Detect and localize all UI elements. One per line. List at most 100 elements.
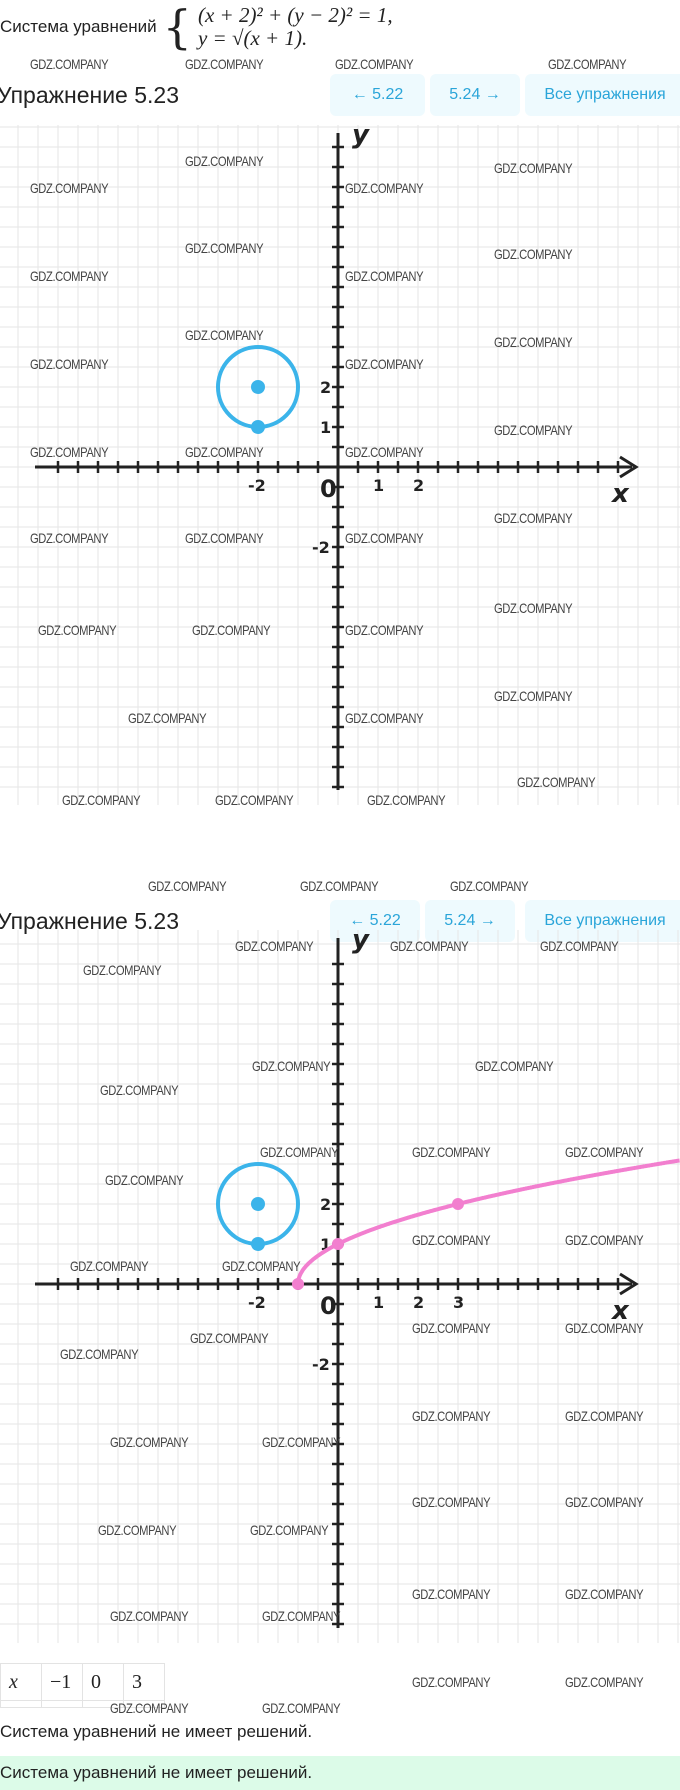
- watermark: GDZ.COMPANY: [38, 622, 117, 638]
- x-tick-label: 0: [320, 1292, 337, 1320]
- x-tick-label: 0: [320, 475, 337, 503]
- curve-point: [332, 1238, 344, 1250]
- watermark: GDZ.COMPANY: [367, 792, 446, 808]
- equation-system: (x + 2)² + (y − 2)² = 1, y = √(x + 1).: [198, 4, 393, 50]
- table-cell: [41, 1700, 83, 1708]
- watermark: GDZ.COMPANY: [190, 1330, 269, 1346]
- watermark: GDZ.COMPANY: [30, 180, 109, 196]
- curve-point: [452, 1198, 464, 1210]
- watermark: GDZ.COMPANY: [110, 1608, 189, 1624]
- x-tick-label: 2: [413, 1293, 424, 1312]
- problem-statement: Система уравнений { (x + 2)² + (y − 2)² …: [0, 4, 393, 51]
- x-axis-label: x: [610, 479, 630, 509]
- watermark: GDZ.COMPANY: [262, 1608, 341, 1624]
- watermark: GDZ.COMPANY: [565, 1494, 644, 1510]
- watermark: GDZ.COMPANY: [30, 56, 109, 72]
- prev-exercise-button-2[interactable]: ← 5.22: [330, 900, 420, 942]
- watermark: GDZ.COMPANY: [494, 510, 573, 526]
- exercise-header: Упражнение 5.23 ← 5.22 5.24 → Все упражн…: [0, 72, 680, 120]
- watermark: GDZ.COMPANY: [30, 530, 109, 546]
- watermark: GDZ.COMPANY: [345, 622, 424, 638]
- watermark: GDZ.COMPANY: [262, 1700, 341, 1716]
- equation-1: (x + 2)² + (y − 2)² = 1,: [197, 3, 393, 27]
- watermark: GDZ.COMPANY: [565, 1408, 644, 1424]
- next-exercise-button-2[interactable]: 5.24 →: [425, 900, 515, 942]
- watermark: GDZ.COMPANY: [412, 1232, 491, 1248]
- watermark: GDZ.COMPANY: [110, 1700, 189, 1716]
- root-curve: [296, 1158, 680, 1285]
- watermark: GDZ.COMPANY: [412, 1586, 491, 1602]
- watermark: GDZ.COMPANY: [252, 1058, 331, 1074]
- watermark: GDZ.COMPANY: [494, 160, 573, 176]
- table-row: x −1 0 3: [0, 1663, 165, 1701]
- table-cell: −1: [41, 1663, 83, 1701]
- watermark: GDZ.COMPANY: [540, 938, 619, 954]
- watermark: GDZ.COMPANY: [300, 878, 379, 894]
- x-axis-arrow-icon: [619, 1272, 639, 1296]
- graph-circle: x y -2 0 1 2 2 1 -2: [0, 125, 680, 805]
- y-tick-label: -2: [312, 538, 330, 557]
- watermark: GDZ.COMPANY: [192, 622, 271, 638]
- x-tick-label: 2: [413, 476, 424, 495]
- watermark: GDZ.COMPANY: [185, 327, 264, 343]
- watermark: GDZ.COMPANY: [70, 1258, 149, 1274]
- watermark: GDZ.COMPANY: [105, 1172, 184, 1188]
- watermark: GDZ.COMPANY: [30, 268, 109, 284]
- watermark: GDZ.COMPANY: [83, 962, 162, 978]
- watermark: GDZ.COMPANY: [548, 56, 627, 72]
- watermark: GDZ.COMPANY: [345, 356, 424, 372]
- watermark: GDZ.COMPANY: [450, 878, 529, 894]
- watermark: GDZ.COMPANY: [517, 774, 596, 790]
- watermark: GDZ.COMPANY: [345, 530, 424, 546]
- watermark: GDZ.COMPANY: [235, 938, 314, 954]
- watermark: GDZ.COMPANY: [62, 792, 141, 808]
- watermark: GDZ.COMPANY: [185, 153, 264, 169]
- watermark: GDZ.COMPANY: [412, 1408, 491, 1424]
- prev-exercise-button[interactable]: ← 5.22: [330, 74, 425, 116]
- watermark: GDZ.COMPANY: [494, 246, 573, 262]
- equation-2: y = √(x + 1).: [197, 26, 308, 50]
- watermark: GDZ.COMPANY: [565, 1144, 644, 1160]
- watermark: GDZ.COMPANY: [565, 1232, 644, 1248]
- watermark: GDZ.COMPANY: [345, 268, 424, 284]
- circle-point: [251, 380, 265, 394]
- x-tick-label: 3: [453, 1293, 464, 1312]
- watermark: GDZ.COMPANY: [185, 444, 264, 460]
- watermark: GDZ.COMPANY: [412, 1144, 491, 1160]
- table-row: [0, 1700, 165, 1708]
- watermark: GDZ.COMPANY: [345, 180, 424, 196]
- y-tick-label: 1: [320, 1235, 331, 1254]
- next-exercise-button[interactable]: 5.24 →: [430, 74, 520, 116]
- watermark: GDZ.COMPANY: [148, 878, 227, 894]
- watermark: GDZ.COMPANY: [30, 356, 109, 372]
- x-axis-label: x: [610, 1296, 630, 1326]
- watermark: GDZ.COMPANY: [390, 938, 469, 954]
- table-cell: 3: [123, 1663, 165, 1701]
- watermark: GDZ.COMPANY: [565, 1320, 644, 1336]
- all-exercises-button[interactable]: Все упражнения: [525, 74, 680, 116]
- exercise-header-2: Упражнение 5.23 ← 5.22 5.24 → Все упражн…: [0, 898, 680, 946]
- x-tick-label: 1: [373, 476, 384, 495]
- watermark: GDZ.COMPANY: [345, 444, 424, 460]
- x-tick-label: -2: [248, 476, 266, 495]
- watermark: GDZ.COMPANY: [565, 1586, 644, 1602]
- y-axis-label: y: [352, 930, 370, 955]
- watermark: GDZ.COMPANY: [215, 792, 294, 808]
- y-tick-label: 2: [320, 1195, 331, 1214]
- watermark: GDZ.COMPANY: [335, 56, 414, 72]
- curve-point: [292, 1278, 304, 1290]
- circle-point: [251, 1197, 265, 1211]
- watermark: GDZ.COMPANY: [494, 600, 573, 616]
- graph-circle-and-root: x y -2 0 1 2 3 2 1 -2: [0, 930, 680, 1643]
- y-axis-label: y: [352, 125, 370, 150]
- watermark: GDZ.COMPANY: [494, 422, 573, 438]
- watermark: GDZ.COMPANY: [262, 1434, 341, 1450]
- watermark: GDZ.COMPANY: [345, 710, 424, 726]
- watermark: GDZ.COMPANY: [185, 56, 264, 72]
- watermark: GDZ.COMPANY: [100, 1082, 179, 1098]
- y-tick-label: -2: [312, 1355, 330, 1374]
- table-cell: 0: [82, 1663, 124, 1701]
- all-exercises-button-2[interactable]: Все упражнения: [525, 900, 680, 942]
- circle-point: [251, 1237, 265, 1251]
- watermark: GDZ.COMPANY: [250, 1522, 329, 1538]
